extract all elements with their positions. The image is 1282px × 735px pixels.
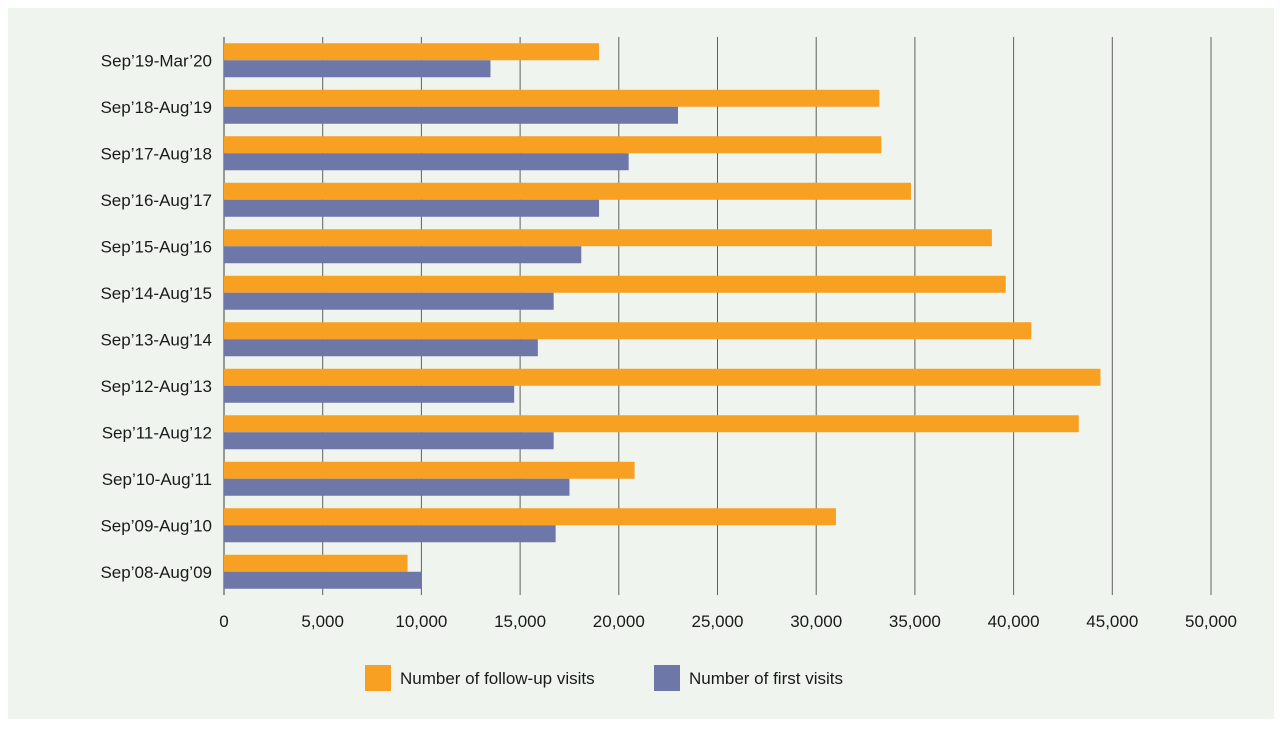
category-label: Sep’12-Aug’13 [100,377,212,396]
x-tick-label: 40,000 [988,612,1040,631]
bar-follow-up-visits [224,90,879,107]
x-tick-labels: 0 5,000 10,000 15,000 20,000 25,000 30,000 35,0… [219,612,1237,631]
category-label: Sep’11-Aug’12 [102,423,212,442]
bar-first-visits [224,386,514,403]
category-label: Sep’13-Aug’14 [100,330,212,349]
bar-follow-up-visits [224,322,1031,339]
bar-first-visits [224,246,581,263]
bar-first-visits [224,525,556,542]
bar-follow-up-visits [224,229,992,246]
bar-first-visits [224,107,678,124]
bar-follow-up-visits [224,415,1079,432]
legend-swatch-follow-up-visits [365,665,391,691]
bar-first-visits [224,60,490,77]
bar-chart: Sep’19-Mar’20 Sep’18-Aug’19 Sep’17-Aug’18 S… [8,8,1274,719]
x-tick-label: 45,000 [1086,612,1138,631]
bar-first-visits [224,479,569,496]
x-tick-label: 25,000 [692,612,744,631]
bar-first-visits [224,339,538,356]
legend-label-first-visits: Number of first visits [689,669,843,688]
x-tick-label: 35,000 [889,612,941,631]
legend-label-follow-up-visits: Number of follow-up visits [400,669,595,688]
x-tick-label: 15,000 [494,612,546,631]
category-labels: Sep’19-Mar’20 Sep’18-Aug’19 Sep’17-Aug’18 S… [100,51,212,582]
category-label: Sep’19-Mar’20 [101,51,212,70]
x-tick-label: 20,000 [593,612,645,631]
bar-follow-up-visits [224,462,635,479]
bar-first-visits [224,200,599,217]
category-label: Sep’16-Aug’17 [100,191,212,210]
category-label: Sep’15-Aug’16 [100,237,212,256]
bars [224,43,1100,589]
legend: Number of follow-up visits Number of firs… [365,665,843,691]
bar-first-visits [224,432,554,449]
bar-first-visits [224,293,554,310]
bar-follow-up-visits [224,183,911,200]
bar-first-visits [224,153,629,170]
category-label: Sep’10-Aug’11 [102,470,212,489]
category-label: Sep’17-Aug’18 [100,144,212,163]
category-label: Sep’09-Aug’10 [100,516,212,535]
x-tick-label: 30,000 [790,612,842,631]
bar-follow-up-visits [224,369,1100,386]
category-label: Sep’14-Aug’15 [100,284,212,303]
category-label: Sep’08-Aug’09 [100,563,212,582]
bar-follow-up-visits [224,276,1006,293]
bar-follow-up-visits [224,508,836,525]
bar-first-visits [224,572,421,589]
x-tick-label: 10,000 [395,612,447,631]
x-tick-label: 0 [219,612,228,631]
bar-follow-up-visits [224,555,408,572]
x-tick-label: 5,000 [301,612,344,631]
legend-swatch-first-visits [654,665,680,691]
x-tick-label: 50,000 [1185,612,1237,631]
bar-follow-up-visits [224,43,599,60]
chart-panel: Sep’19-Mar’20 Sep’18-Aug’19 Sep’17-Aug’18 S… [8,8,1274,719]
bar-follow-up-visits [224,136,881,153]
category-label: Sep’18-Aug’19 [100,98,212,117]
